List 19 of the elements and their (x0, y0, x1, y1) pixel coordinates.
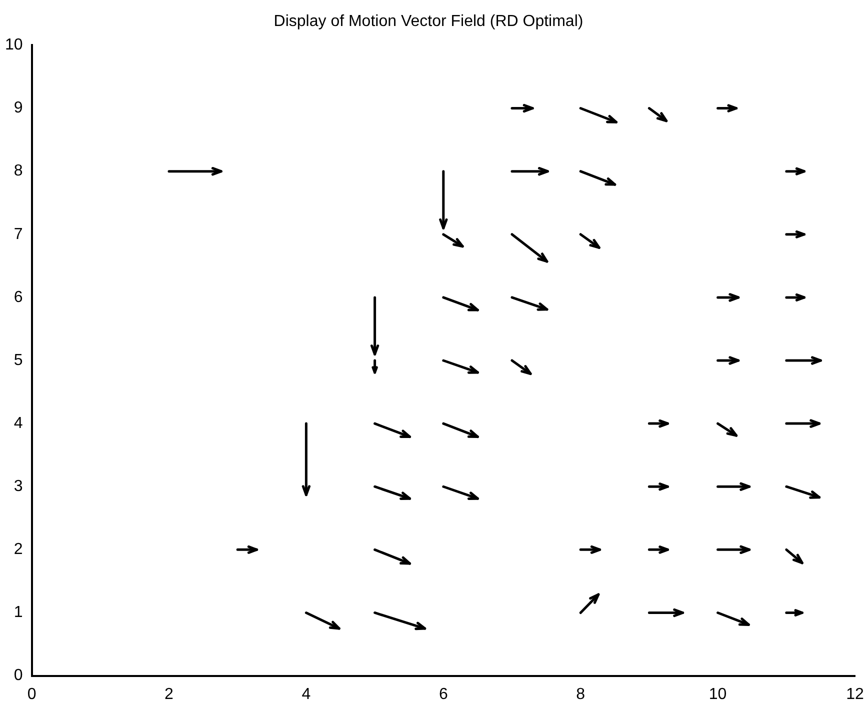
y-tick-label: 10 (5, 36, 23, 54)
y-tick-label: 5 (14, 352, 23, 369)
y-tick-label: 4 (14, 414, 23, 432)
x-tick-label: 6 (438, 686, 448, 703)
y-tick-label: 9 (14, 100, 23, 117)
y-tick-label: 6 (14, 288, 23, 306)
x-tick-label: 12 (846, 686, 864, 703)
x-tick-label: 2 (164, 686, 174, 703)
x-tick-label: 4 (302, 686, 311, 703)
x-tick-label: 8 (576, 686, 586, 703)
y-tick-label: 2 (14, 541, 23, 558)
x-tick-label: 0 (27, 686, 36, 703)
y-tick-label: 3 (14, 478, 23, 496)
chart-title: Display of Motion Vector Field (RD Optimal) (274, 13, 584, 30)
y-tick-label: 7 (14, 226, 23, 243)
x-tick-label: 10 (708, 686, 727, 703)
y-tick-label: 8 (14, 162, 23, 180)
y-tick-label: 0 (14, 667, 23, 684)
y-tick-label: 1 (14, 604, 23, 622)
